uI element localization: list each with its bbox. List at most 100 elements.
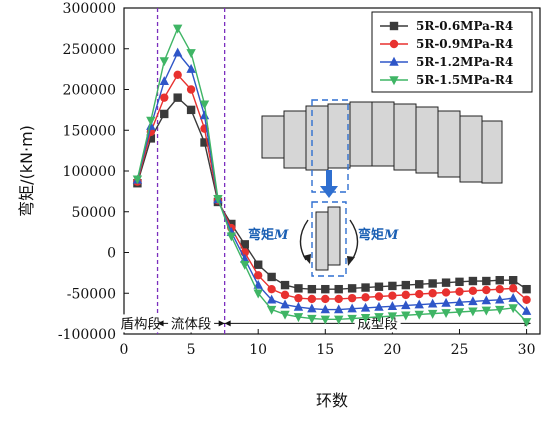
data-point — [240, 261, 250, 270]
data-point — [361, 293, 370, 302]
data-point — [389, 21, 399, 31]
zone-label-bg — [117, 314, 164, 333]
data-point — [495, 284, 504, 294]
data-point — [159, 57, 169, 67]
y-tick-label: 100000 — [63, 164, 116, 180]
data-point — [508, 284, 518, 293]
data-point — [347, 314, 357, 324]
zoom-segment-left — [315, 211, 329, 271]
data-point — [347, 293, 357, 303]
data-point — [159, 76, 169, 86]
down-arrow-head — [320, 186, 338, 198]
data-point — [415, 289, 424, 299]
data-point — [522, 295, 531, 304]
data-point — [253, 271, 263, 280]
moment-label-left: 弯矩M — [248, 227, 289, 243]
data-point — [307, 294, 317, 304]
segment-block — [349, 101, 373, 167]
data-point — [334, 315, 344, 325]
data-point — [455, 287, 464, 296]
data-point — [172, 47, 183, 57]
data-point — [294, 284, 303, 293]
data-point — [146, 134, 156, 143]
data-point — [307, 314, 317, 324]
data-point — [495, 276, 504, 285]
data-point — [267, 284, 276, 294]
data-point — [320, 315, 330, 325]
y-tick-label: 300000 — [63, 1, 116, 17]
segment-block — [327, 103, 351, 169]
data-point — [374, 313, 384, 323]
data-point — [253, 289, 263, 299]
data-point — [522, 284, 531, 294]
data-point — [347, 284, 357, 293]
data-point — [441, 297, 451, 307]
data-point — [427, 298, 438, 308]
data-point — [414, 299, 424, 309]
data-point — [401, 290, 411, 300]
data-point — [521, 305, 532, 315]
data-point — [172, 24, 183, 34]
legend-label: 5R-0.9MPa-R4 — [416, 37, 513, 51]
series-group — [132, 24, 532, 327]
data-point — [294, 293, 303, 303]
data-point — [428, 279, 437, 288]
data-point — [266, 305, 277, 315]
data-point — [481, 306, 492, 316]
zoom-segment-right — [327, 206, 341, 266]
data-point — [240, 240, 249, 249]
data-point — [186, 63, 196, 73]
data-point — [347, 303, 357, 313]
data-point — [482, 276, 491, 286]
y-tick-label: 150000 — [63, 123, 116, 139]
legend-box — [371, 11, 533, 93]
data-point — [388, 281, 397, 291]
data-point — [186, 105, 196, 115]
data-point — [293, 301, 304, 311]
data-point — [321, 294, 330, 304]
data-point — [132, 175, 143, 185]
y-tick-label: 250000 — [63, 42, 116, 58]
data-point — [468, 296, 478, 306]
data-point — [481, 295, 492, 305]
data-point — [334, 304, 344, 314]
segment-block — [371, 101, 395, 167]
legend-label: 5R-0.6MPa-R4 — [416, 19, 513, 33]
data-point — [388, 291, 397, 300]
data-point — [280, 310, 290, 320]
data-point — [508, 276, 518, 285]
data-point — [508, 292, 518, 302]
data-point — [428, 289, 437, 298]
data-point — [173, 93, 182, 102]
y-tick-label: -100000 — [58, 327, 116, 343]
data-point — [199, 110, 210, 120]
segment-block — [437, 110, 461, 178]
moment-arrow-right — [349, 219, 359, 261]
data-point — [387, 312, 398, 322]
data-point — [360, 302, 371, 312]
x-tick-label: 15 — [316, 342, 334, 358]
data-point — [199, 100, 210, 110]
data-point — [173, 70, 182, 80]
moment-arrowhead-right — [347, 256, 355, 266]
data-point — [360, 314, 371, 323]
data-point — [160, 109, 169, 119]
data-point — [374, 301, 384, 311]
data-point — [401, 300, 411, 310]
data-point — [334, 284, 343, 294]
data-point — [389, 76, 399, 86]
moment-arrow-left — [299, 219, 309, 261]
tunnel-segment-diagram: 弯矩M 弯矩M — [248, 99, 503, 277]
x-tick-label: 5 — [187, 342, 196, 358]
data-point — [374, 292, 384, 301]
data-point — [495, 305, 505, 315]
data-point — [389, 56, 399, 66]
segment-block — [393, 103, 417, 171]
data-point — [280, 290, 290, 300]
data-point — [468, 286, 478, 296]
y-tick-label: 50000 — [71, 205, 116, 221]
zone-arrowhead — [218, 320, 225, 327]
zoom-selection-box — [311, 201, 347, 277]
zone-arrowhead — [224, 320, 231, 327]
